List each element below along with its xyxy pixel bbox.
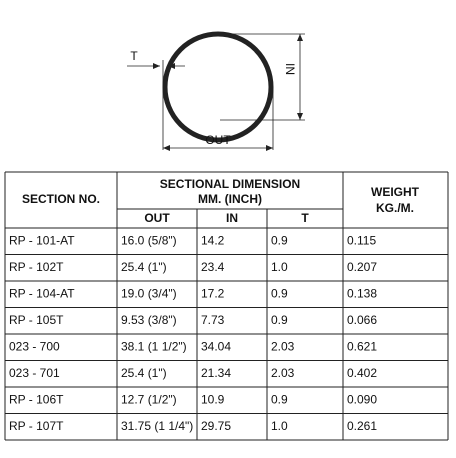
table-cell: RP - 107T — [9, 419, 64, 433]
table-cell: 34.04 — [201, 339, 231, 353]
table-cell: 2.03 — [271, 366, 295, 380]
table-cell: 0.621 — [347, 339, 377, 353]
header-cell: MM. (INCH) — [198, 192, 262, 206]
table-cell: 0.9 — [271, 233, 288, 247]
header-cell: SECTION NO. — [22, 192, 100, 206]
in-label: IN — [283, 63, 297, 75]
spec-table: SECTION NO. SECTIONAL DIMENSION MM. (INC… — [4, 171, 449, 441]
header-cell: OUT — [144, 211, 170, 225]
table-cell: 0.9 — [271, 392, 288, 406]
table-cell: RP - 105T — [9, 313, 64, 327]
table-cell: 17.2 — [201, 286, 225, 300]
table-cell: 23.4 — [201, 260, 225, 274]
table-cell: 31.75 (1 1/4") — [121, 419, 193, 433]
table-cell: 16.0 (5/8") — [121, 233, 177, 247]
table-cell: RP - 106T — [9, 392, 64, 406]
table-cell: 0.207 — [347, 260, 377, 274]
table-cell: 29.75 — [201, 419, 231, 433]
table-cell: 38.1 (1 1/2") — [121, 339, 187, 353]
table-cell: 0.066 — [347, 313, 377, 327]
table-cell: 14.2 — [201, 233, 225, 247]
pipe-diagram: OUT IN T — [127, 31, 305, 151]
table-cell: 0.138 — [347, 286, 377, 300]
table-cell: 0.261 — [347, 419, 377, 433]
table-cell: 0.090 — [347, 392, 377, 406]
t-arrows — [153, 63, 175, 69]
table-cell: 0.9 — [271, 313, 288, 327]
header-cell: SECTIONAL DIMENSION — [160, 177, 300, 191]
t-label: T — [130, 49, 138, 63]
table-cell: 1.0 — [271, 260, 288, 274]
table-cell: 1.0 — [271, 419, 288, 433]
header-cell: KG./M. — [376, 201, 414, 215]
table-cell: 7.73 — [201, 313, 225, 327]
table-cell: RP - 104-AT — [9, 286, 75, 300]
header-cell: WEIGHT — [371, 185, 420, 199]
table-cell: 12.7 (1/2") — [121, 392, 177, 406]
table-cell: 0.115 — [347, 233, 376, 247]
table-cell: 0.9 — [271, 286, 288, 300]
table-cell: 25.4 (1") — [121, 366, 167, 380]
header-cell: T — [301, 211, 309, 225]
pipe-ring — [162, 31, 274, 143]
table-cell: RP - 102T — [9, 260, 64, 274]
out-label: OUT — [205, 133, 231, 147]
header-cell: IN — [226, 211, 238, 225]
table-cell: 19.0 (3/4") — [121, 286, 177, 300]
table-cell: 25.4 (1") — [121, 260, 167, 274]
table-cell: RP - 101-AT — [9, 233, 75, 247]
table-cell: 0.402 — [347, 366, 377, 380]
table-cell: 21.34 — [201, 366, 231, 380]
table-cell: 9.53 (3/8") — [121, 313, 177, 327]
table-cell: 2.03 — [271, 339, 295, 353]
table-cell: 023 - 700 — [9, 339, 60, 353]
table-cell: 023 - 701 — [9, 366, 60, 380]
table-cell: 10.9 — [201, 392, 225, 406]
